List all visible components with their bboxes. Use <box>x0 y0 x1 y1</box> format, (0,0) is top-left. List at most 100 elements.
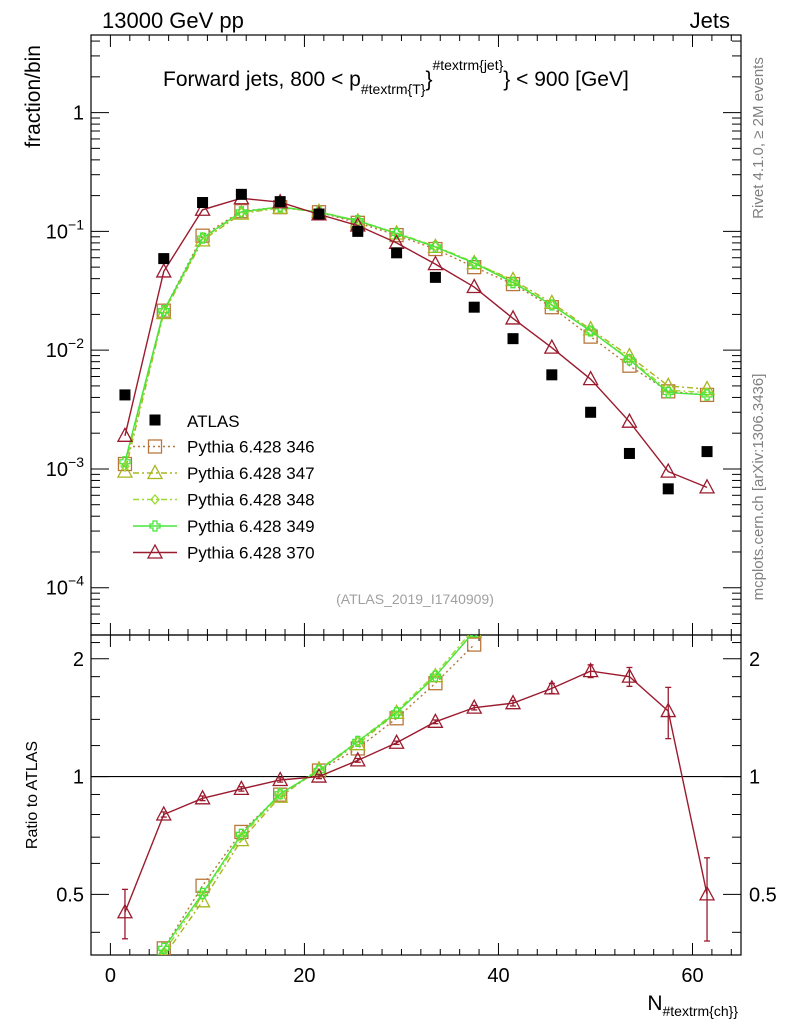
series-point-3 <box>662 386 674 399</box>
ratio-point-3 <box>120 992 130 1002</box>
series-point-4 <box>504 309 522 325</box>
ratio-tick-label: 1 <box>73 767 84 789</box>
ratio-point-2 <box>236 831 247 843</box>
ratio-point-0 <box>467 637 482 652</box>
legend: ATLAS Pythia 6.428 346 Pythia 6.428 347 Pyt… <box>133 412 315 563</box>
x-tick-label: 40 <box>487 965 509 987</box>
series-line-1 <box>124 207 708 472</box>
data-point <box>158 253 170 265</box>
series-point-4 <box>543 338 560 354</box>
ratio-point-4 <box>466 698 483 714</box>
y-tick-label-exp: −1 <box>68 216 84 232</box>
legend-marker-data <box>149 414 161 426</box>
legend-marker-1 <box>146 464 164 480</box>
series-point-1 <box>660 377 677 393</box>
series-point-1 <box>116 462 134 478</box>
ratio-series-group <box>116 635 716 1002</box>
legend-marker-2 <box>150 494 160 505</box>
ratio-point-1 <box>194 892 211 908</box>
chart-title-sup: #textrm{jet} <box>432 57 503 73</box>
legend-label-data: ATLAS <box>187 412 240 431</box>
series-point-3 <box>429 241 442 253</box>
data-point <box>391 247 403 259</box>
ratio-point-4 <box>194 789 211 805</box>
y-tick-label-base: 10 <box>46 221 68 243</box>
x-axis-title-sub: #textrm{ch} <box>662 1003 733 1019</box>
ratio-point-4 <box>621 667 638 683</box>
watermark: (ATLAS_2019_I1740909) <box>336 591 494 607</box>
series-line-0 <box>124 206 708 465</box>
chart-title-tail: } < 900 [GeV] <box>503 68 629 91</box>
series-point-4 <box>698 478 716 494</box>
series-point-2 <box>702 387 712 398</box>
y-tick-label-base: 1 <box>73 103 84 125</box>
ratio-point-3 <box>196 887 209 900</box>
series-point-3 <box>196 232 209 244</box>
series-point-4 <box>621 412 638 428</box>
data-point <box>662 483 674 495</box>
ratio-point-4 <box>504 694 522 710</box>
series-point-3 <box>623 354 636 366</box>
y-tick-label-base: 10 <box>46 340 68 362</box>
ratio-point-4 <box>116 903 134 919</box>
y-tick-label-exp: −2 <box>68 335 84 351</box>
series-point-4 <box>582 370 599 386</box>
data-point <box>352 225 364 237</box>
ratio-tick-label: 0.5 <box>56 884 84 906</box>
data-point <box>313 208 325 220</box>
ratio-point-4 <box>582 662 599 678</box>
x-axis-title-main: N <box>647 992 662 1015</box>
series-line-4 <box>124 197 708 488</box>
data-point <box>507 333 519 345</box>
data-point <box>274 196 286 208</box>
header-right: Jets <box>690 8 730 33</box>
ratio-point-3 <box>235 828 248 840</box>
y-tick-label: 1 <box>73 103 84 125</box>
ratio-point-4 <box>543 679 560 695</box>
legend-marker-4 <box>146 543 164 559</box>
chart-title-main: Forward jets, 800 < p <box>163 68 361 91</box>
x-tick-label: 20 <box>293 965 315 987</box>
ratio-frame <box>90 634 742 956</box>
x-axis-title: N#textrm{ch}} <box>647 992 738 1019</box>
y-tick-label: 10−1 <box>46 216 84 243</box>
series-point-3 <box>158 305 170 317</box>
ratio-point-4 <box>427 712 444 728</box>
series-point-3 <box>507 277 519 289</box>
series-point-3 <box>584 325 597 337</box>
ratio-point-4 <box>698 885 716 901</box>
chart-title: Forward jets, 800 < p#textrm{T}}#textrm{… <box>163 57 629 97</box>
legend-marker-0 <box>147 439 163 454</box>
series-point-3 <box>119 456 131 468</box>
ratio-y-axis-title: Ratio to ATLAS <box>24 741 41 849</box>
ratio-point-2 <box>197 889 208 901</box>
x-axis-title-tail: } <box>733 1003 738 1019</box>
y-tick-label-exp: −3 <box>68 454 84 470</box>
y-tick-label-exp: −4 <box>68 573 84 589</box>
y-tick-label: 10−3 <box>46 454 84 481</box>
series-point-4 <box>466 278 483 294</box>
chart-title-close: } <box>425 68 432 91</box>
data-point <box>585 406 597 418</box>
series-point-1 <box>621 347 638 363</box>
ratio-tick-label: 2 <box>73 649 84 671</box>
ratio-tick-label-right: 1 <box>749 767 760 789</box>
series-point-2 <box>663 384 674 396</box>
ratio-point-3 <box>471 635 477 638</box>
ratio-point-4 <box>310 767 328 783</box>
data-point <box>701 446 713 458</box>
y-tick-label: 10−4 <box>46 573 84 600</box>
ratio-point-4 <box>388 733 405 749</box>
series-point-2 <box>158 306 169 318</box>
ratio-point-3 <box>429 670 442 682</box>
ratio-point-3 <box>158 942 170 954</box>
x-tick-label: 60 <box>681 965 703 987</box>
ratio-point-3 <box>352 735 364 748</box>
ratio-point-3 <box>274 788 286 800</box>
y-tick-label: 10−2 <box>46 335 84 362</box>
series-line-3 <box>124 206 708 462</box>
ratio-line-4 <box>124 670 708 913</box>
rivet-label: Rivet 4.1.0, ≥ 2M events <box>750 57 767 219</box>
legend-label-1: Pythia 6.428 347 <box>187 464 315 483</box>
legend-label-2: Pythia 6.428 348 <box>187 491 315 510</box>
